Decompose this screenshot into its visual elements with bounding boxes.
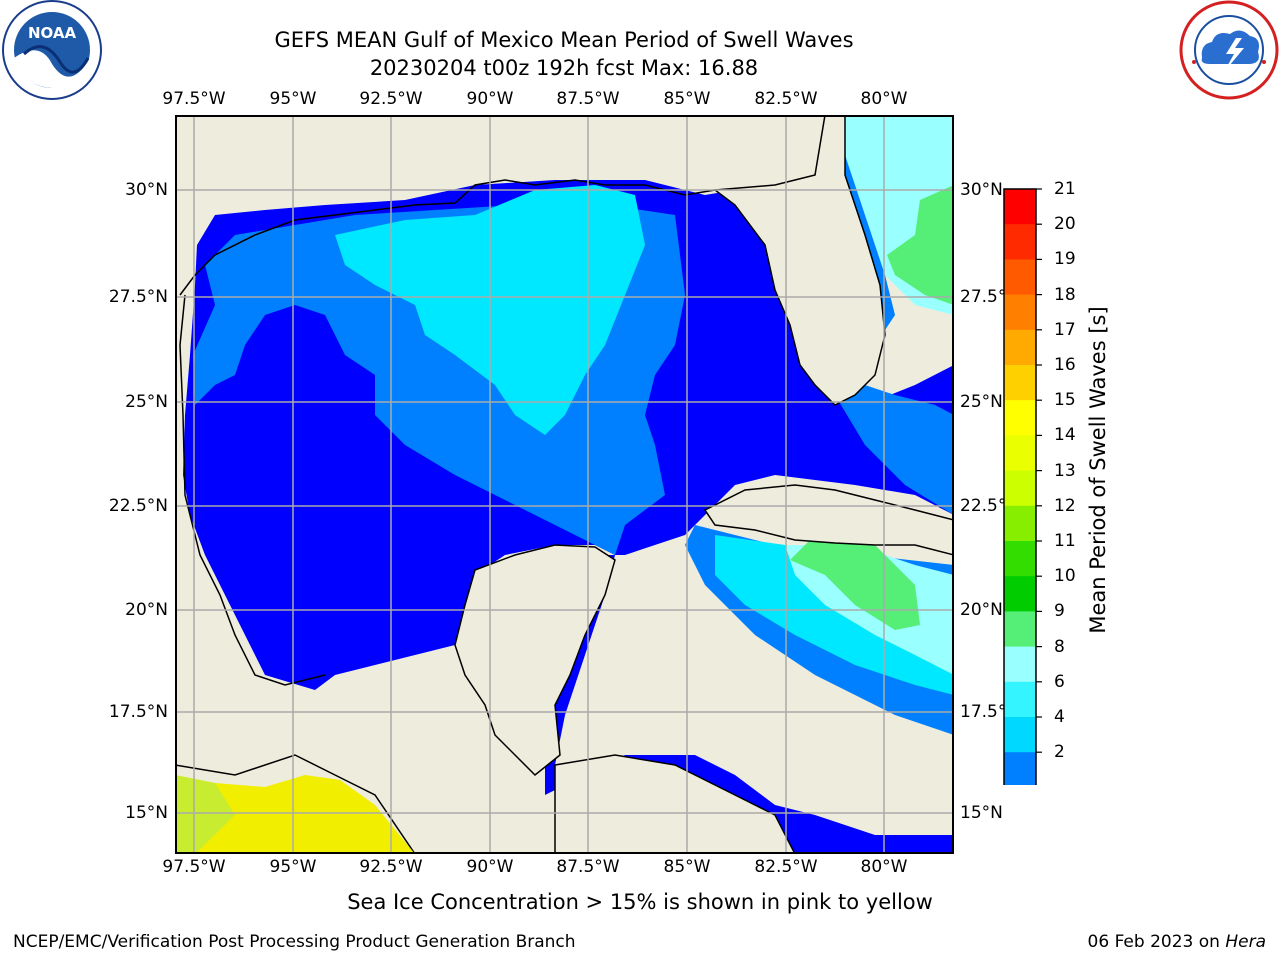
lon-label: 97.5°W [162, 89, 226, 109]
lat-label: 17.5°N [960, 702, 1004, 722]
lat-label: 20°N [125, 600, 168, 620]
colorbar-segment [1004, 189, 1036, 225]
lon-label: 95°W [269, 89, 317, 109]
western-gulf-coastline [179, 294, 326, 686]
lon-labels-bottom: 97.5°W 95°W 92.5°W 90°W 87.5°W 85°W 82.5… [0, 857, 1280, 879]
colorbar-tick-label: 18 [1054, 284, 1076, 305]
date-text: 06 Feb 2023 on [1087, 932, 1226, 952]
colorbar-tick-label: 9 [1054, 601, 1065, 622]
colorbar-tick-label: 4 [1054, 707, 1065, 727]
lon-labels-top: 97.5°W 95°W 92.5°W 90°W 87.5°W 85°W 82.5… [0, 89, 1280, 111]
lat-labels-right: 30°N 27.5°N 25°N 22.5°N 20°N 17.5°N 15°N [958, 0, 1004, 960]
colorbar-tick-label: 8 [1054, 636, 1065, 657]
lon-label: 85°W [663, 89, 711, 109]
colorbar-segment [1004, 365, 1036, 401]
colorbar-tick-label: 15 [1054, 390, 1076, 411]
colorbar-tick-label: 10 [1054, 566, 1076, 587]
northern-gulf-coastline [179, 179, 716, 296]
chart-title: GEFS MEAN Gulf of Mexico Mean Period of … [274, 28, 854, 52]
lat-labels-left: 30°N 27.5°N 25°N 22.5°N 20°N 17.5°N 15°N [0, 0, 172, 960]
nws-logo [1178, 0, 1280, 100]
cuba-island [703, 484, 954, 556]
map-svg [175, 115, 954, 854]
colorbar-tick-label: 11 [1054, 531, 1076, 551]
lon-label: 82.5°W [754, 89, 818, 109]
colorbar-segment [1004, 294, 1036, 331]
lat-label: 17.5°N [108, 702, 168, 722]
lat-label: 15°N [125, 803, 168, 823]
lat-label: 22.5°N [108, 496, 168, 516]
florida-peninsula [712, 115, 886, 406]
colorbar-segment [1004, 470, 1036, 507]
colorbar-segment [1004, 752, 1036, 788]
colorbar-tick-label: 14 [1054, 425, 1076, 446]
colorbar-segment [1004, 646, 1036, 683]
chart-subtitle: 20230204 t00z 192h fcst Max: 16.88 [369, 56, 759, 80]
lat-label: 27.5°N [108, 287, 168, 307]
sea-ice-region [175, 775, 415, 854]
noaa-logo: NOAA [0, 0, 104, 100]
lon-label: 92.5°W [359, 89, 423, 109]
colorbar-segment [1004, 259, 1036, 296]
colorbar-tick-label: 19 [1054, 249, 1076, 270]
colorbar-label: Mean Period of Swell Waves [s] [1086, 306, 1110, 634]
graticule [175, 115, 954, 854]
colorbar-tick-label: 20 [1054, 214, 1076, 235]
lat-label: 27.5°N [960, 287, 1004, 307]
colorbar-segment [1004, 400, 1036, 436]
lat-label: 15°N [960, 803, 1003, 823]
lon-label: 97.5°W [162, 857, 226, 877]
lon-label: 90°W [466, 857, 514, 877]
colorbar-segment [1004, 505, 1036, 542]
map-frame [175, 115, 954, 854]
lat-label: 20°N [960, 600, 1003, 620]
lon-label: 92.5°W [359, 857, 423, 877]
colorbar-ticks: 21 20 19 18 17 16 15 14 13 12 11 10 9 8 6 4 2 [1054, 179, 1082, 762]
colorbar-tick-label: 6 [1054, 671, 1065, 692]
date-line: 06 Feb 2023 on Hera [1088, 932, 1266, 952]
caribbean-green-water [790, 535, 920, 630]
colorbar-segment [1004, 717, 1036, 753]
lat-label: 25°N [960, 392, 1003, 412]
svg-text:NOAA: NOAA [28, 24, 77, 42]
colorbar-tick-label: 17 [1054, 319, 1076, 340]
lat-label: 30°N [960, 180, 1003, 200]
lon-label: 80°W [860, 89, 908, 109]
colorbar-segment [1004, 681, 1036, 718]
lon-label: 87.5°W [556, 89, 620, 109]
lat-label: 30°N [125, 180, 168, 200]
colorbar-segment [1004, 224, 1036, 260]
sea-ice-region-edge [175, 775, 235, 854]
colorbar-tick-label: 21 [1054, 179, 1076, 199]
colorbar-tick-label: 13 [1054, 460, 1076, 481]
colorbar-tick-label: 2 [1054, 742, 1065, 763]
atlantic-green-water [887, 185, 954, 305]
honduras-coast [554, 754, 796, 854]
lon-label: 85°W [663, 857, 711, 877]
colorbar-tick-label: 16 [1054, 355, 1076, 375]
lon-label: 80°W [860, 857, 908, 877]
host-name: Hera [1225, 932, 1266, 952]
lon-label: 87.5°W [556, 857, 620, 877]
colorbar-segment [1004, 435, 1036, 472]
colorbar-segment [1004, 611, 1036, 648]
credit-line: NCEP/EMC/Verification Post Processing Pr… [13, 932, 576, 952]
lat-label: 22.5°N [960, 496, 1004, 516]
colorbar-segment [1004, 541, 1036, 577]
colorbar-segment [1004, 329, 1036, 366]
lon-label: 95°W [269, 857, 317, 877]
lat-label: 25°N [125, 392, 168, 412]
map-panel [175, 115, 954, 854]
colorbar-tick-label: 12 [1054, 495, 1076, 516]
colorbar-segment [1004, 576, 1036, 612]
lon-label: 82.5°W [754, 857, 818, 877]
lon-label: 90°W [466, 89, 514, 109]
sea-ice-note-text: Sea Ice Concentration > 15% is shown in … [347, 890, 933, 914]
